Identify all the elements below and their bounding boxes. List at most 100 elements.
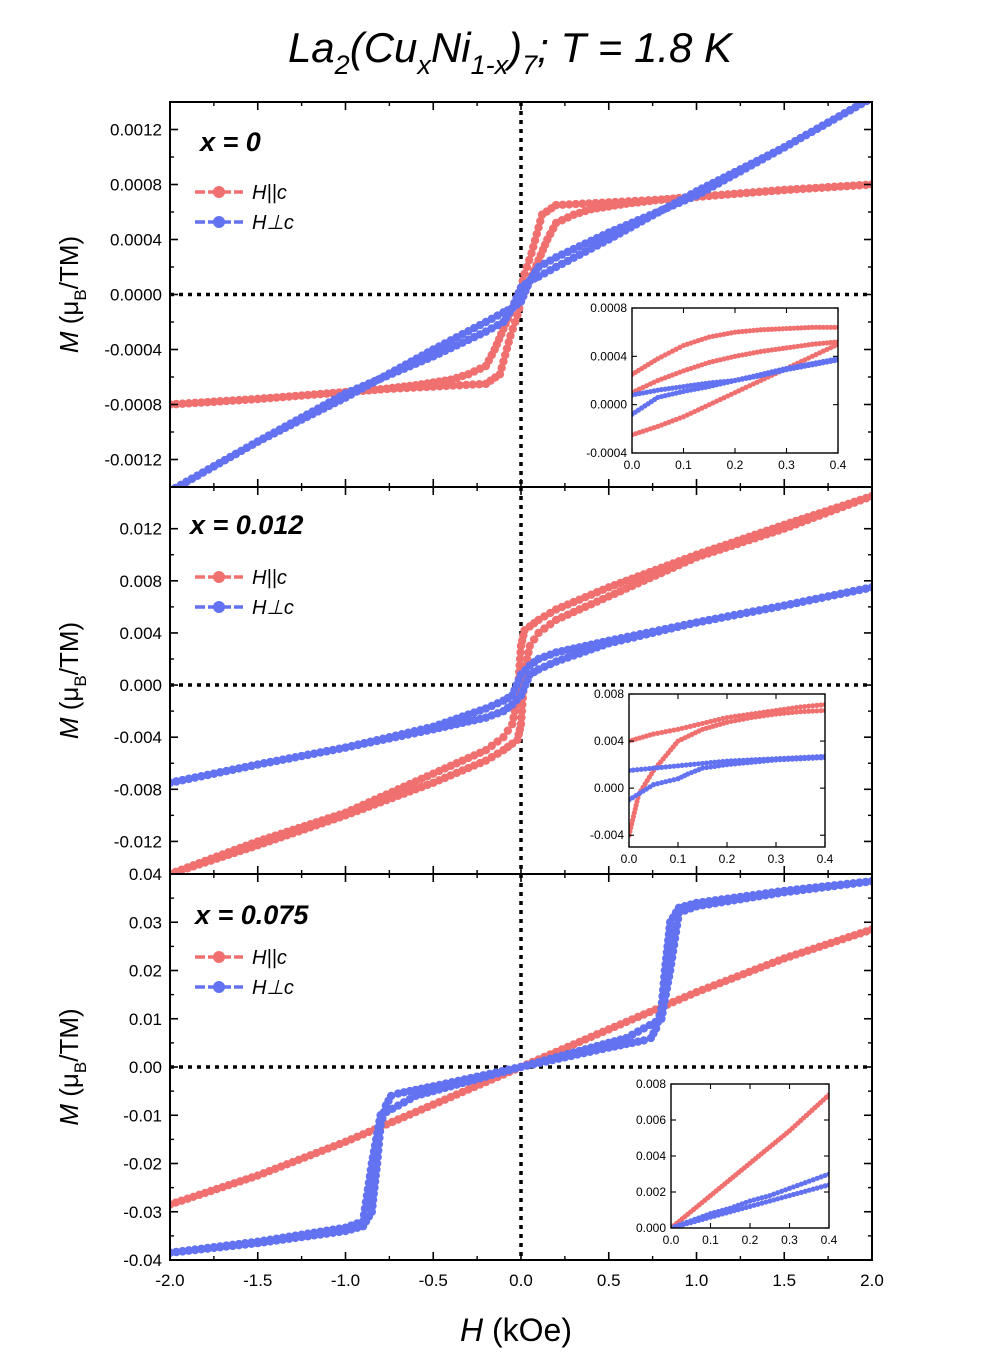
data-point bbox=[328, 745, 338, 755]
data-point bbox=[253, 1237, 262, 1246]
data-point bbox=[630, 767, 636, 773]
data-point bbox=[836, 880, 845, 889]
data-point bbox=[777, 707, 783, 713]
data-point bbox=[775, 1190, 781, 1196]
inset-y-tick-label: 0.0000 bbox=[590, 398, 627, 412]
data-point bbox=[657, 195, 666, 204]
data-point bbox=[353, 740, 363, 749]
data-point bbox=[508, 719, 517, 729]
y-tick-label: -0.04 bbox=[123, 1251, 162, 1270]
inset-x-tick-label: 0.4 bbox=[817, 852, 834, 866]
data-point bbox=[234, 764, 244, 773]
data-point bbox=[743, 1199, 749, 1206]
data-point bbox=[790, 1191, 797, 1198]
data-point bbox=[530, 236, 540, 245]
data-point bbox=[724, 719, 730, 725]
panel-label: x = 0.012 bbox=[188, 510, 303, 540]
data-point bbox=[818, 702, 824, 708]
data-point bbox=[303, 750, 313, 760]
data-point bbox=[769, 326, 775, 332]
data-point bbox=[215, 768, 225, 777]
y-axis-symbol: M bbox=[54, 331, 84, 353]
data-point bbox=[699, 760, 706, 767]
data-point bbox=[510, 317, 520, 327]
data-point bbox=[776, 326, 782, 332]
data-point bbox=[642, 628, 651, 638]
data-point bbox=[222, 396, 231, 406]
data-point bbox=[818, 755, 824, 761]
data-point bbox=[871, 102, 872, 103]
data-point bbox=[591, 198, 600, 208]
data-point bbox=[598, 1044, 607, 1054]
y-tick-label: 0.0012 bbox=[110, 121, 162, 140]
data-point bbox=[663, 764, 669, 770]
inset-y-tick-label: 0.000 bbox=[594, 781, 624, 795]
y-axis-unit-subscript: B bbox=[71, 289, 90, 300]
x-tick-label: 1.5 bbox=[772, 1271, 796, 1290]
data-point bbox=[806, 755, 812, 761]
data-point bbox=[739, 1205, 745, 1212]
data-point bbox=[817, 593, 827, 602]
data-point bbox=[703, 764, 710, 771]
data-point bbox=[793, 709, 800, 715]
data-point bbox=[814, 755, 820, 761]
data-point bbox=[687, 762, 693, 768]
x-tick-label: -1.5 bbox=[243, 1271, 272, 1290]
data-point bbox=[234, 395, 244, 405]
data-point bbox=[637, 196, 646, 205]
data-point bbox=[818, 1184, 824, 1190]
data-point bbox=[786, 1193, 793, 1199]
data-point bbox=[771, 1197, 777, 1203]
y-tick-label: -0.012 bbox=[114, 832, 162, 851]
data-point bbox=[717, 895, 726, 904]
data-point bbox=[667, 763, 673, 770]
data-point bbox=[814, 708, 820, 714]
inset-x-tick-label: 0.2 bbox=[719, 852, 736, 866]
title-subscript: x bbox=[415, 50, 432, 80]
y-tick-label: 0.01 bbox=[129, 1010, 162, 1029]
figure-title: La2(CuxNi1-x)7; T = 1.8 K bbox=[288, 24, 734, 80]
y-axis-unit: (μ bbox=[54, 1073, 84, 1104]
data-point bbox=[794, 1190, 801, 1197]
inset-x-tick-label: 0.3 bbox=[768, 852, 785, 866]
data-point bbox=[316, 1227, 325, 1236]
data-point bbox=[787, 325, 793, 331]
data-point bbox=[335, 744, 344, 754]
data-point bbox=[659, 729, 665, 736]
data-point bbox=[228, 1240, 237, 1250]
data-point bbox=[720, 758, 726, 765]
y-tick-label: -0.02 bbox=[123, 1155, 162, 1174]
data-point bbox=[209, 397, 219, 406]
data-point bbox=[810, 1177, 816, 1183]
data-point bbox=[247, 761, 256, 771]
inset-3: 0.0 0.1 0.2 0.3 0.4 0.000 0.002 0.004 0.006 0.008 bbox=[636, 1077, 838, 1247]
data-point bbox=[429, 722, 438, 731]
data-point bbox=[397, 730, 407, 739]
data-point bbox=[797, 704, 804, 710]
data-point bbox=[617, 633, 626, 643]
data-point bbox=[711, 1213, 718, 1219]
data-point bbox=[805, 883, 814, 893]
data-point bbox=[675, 726, 681, 732]
legend-label: H⊥c bbox=[252, 597, 294, 619]
data-point bbox=[461, 380, 471, 390]
data-point bbox=[707, 1214, 714, 1220]
data-point bbox=[184, 774, 193, 784]
data-point bbox=[660, 966, 670, 975]
data-point bbox=[727, 1205, 733, 1211]
data-point bbox=[740, 712, 746, 718]
data-point bbox=[824, 324, 830, 330]
data-point bbox=[503, 726, 513, 735]
data-point bbox=[747, 1203, 753, 1209]
data-point bbox=[813, 324, 819, 330]
data-point bbox=[771, 1191, 777, 1197]
data-point bbox=[735, 1202, 741, 1208]
data-point bbox=[744, 760, 751, 766]
data-point bbox=[849, 879, 858, 888]
inset-series-group bbox=[671, 1092, 829, 1228]
data-point bbox=[763, 1194, 769, 1200]
data-point bbox=[729, 611, 739, 620]
data-point bbox=[855, 878, 864, 887]
data-point bbox=[683, 724, 689, 730]
